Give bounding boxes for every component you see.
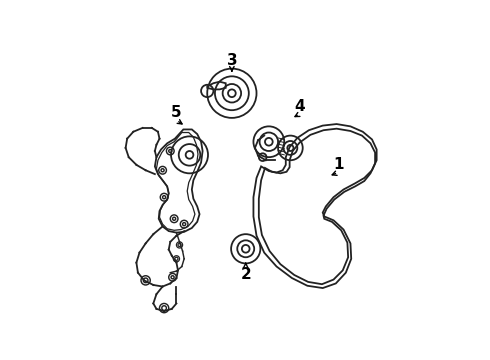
Text: 5: 5 bbox=[171, 105, 182, 120]
Text: 2: 2 bbox=[241, 267, 251, 282]
Text: 4: 4 bbox=[294, 99, 305, 114]
Text: 3: 3 bbox=[226, 53, 237, 68]
Text: 1: 1 bbox=[333, 157, 343, 172]
